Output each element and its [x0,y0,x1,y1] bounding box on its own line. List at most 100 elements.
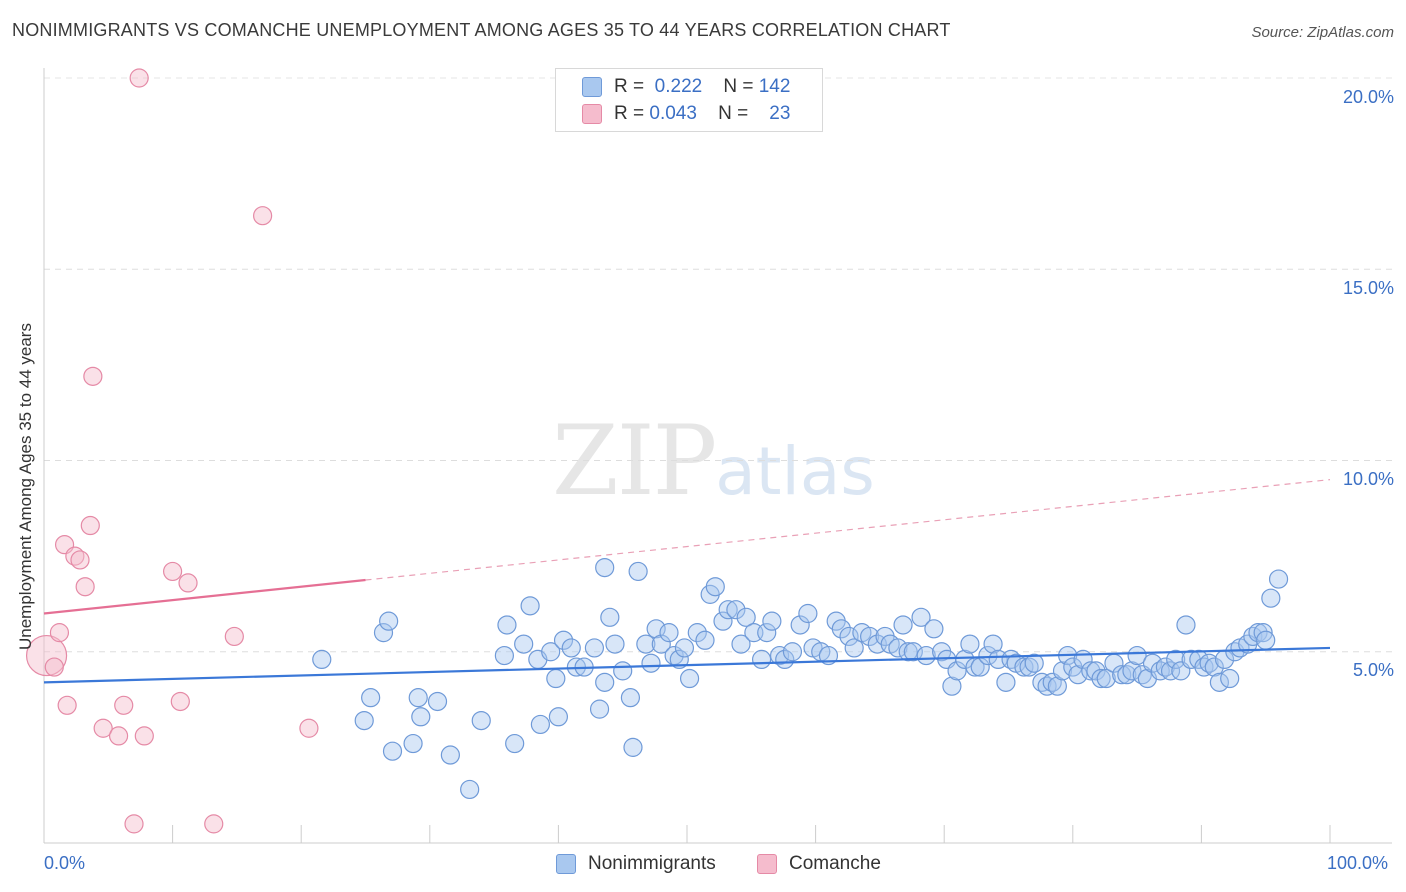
y-tick-label-10: 10.0% [1342,469,1394,489]
point-nonimmigrants [382,741,403,761]
point-nonimmigrants [595,672,615,692]
point-nonimmigrants [548,707,569,727]
bottom-legend-swatch-pink [757,854,777,874]
point-nonimmigrants [888,638,908,658]
point-nonimmigrants [1204,657,1224,677]
point-nonimmigrants [1112,665,1132,685]
point-nonimmigrants [628,561,648,582]
point-nonimmigrants [1194,657,1214,677]
point-nonimmigrants [589,699,610,719]
point-nonimmigrants [1199,653,1219,673]
point-nonimmigrants [514,634,534,654]
point-nonimmigrants [731,634,751,654]
point-nonimmigrants [1220,668,1240,689]
x-tick-label-min: 0.0% [44,853,86,873]
legend-swatch-pink [582,104,602,124]
point-nonimmigrants [996,672,1016,692]
point-nonimmigrants [947,661,967,681]
point-nonimmigrants [600,607,620,627]
bottom-legend-comanche: Comanche [757,852,881,876]
trend-line-nonimmigrants [43,646,1331,684]
point-comanche [25,634,68,677]
point-nonimmigrants [530,714,550,735]
point-comanche [44,657,64,677]
point-comanche [80,515,100,536]
point-nonimmigrants [1014,657,1034,677]
point-nonimmigrants [312,649,332,670]
point-nonimmigrants [620,688,641,708]
point-nonimmigrants [1068,665,1088,685]
point-nonimmigrants [726,600,746,620]
point-comanche [253,206,273,226]
chart-title: NONIMMIGRANTS VS COMANCHE UNEMPLOYMENT A… [12,20,951,40]
point-nonimmigrants [361,688,381,708]
point-nonimmigrants [751,649,772,670]
point-nonimmigrants [440,745,460,765]
point-nonimmigrants [379,611,399,631]
point-nonimmigrants [942,676,962,696]
bottom-legend-label-comanche: Comanche [789,853,881,874]
point-nonimmigrants [911,607,931,627]
point-comanche [124,814,144,834]
point-nonimmigrants [373,623,394,643]
point-comanche [108,726,129,746]
point-nonimmigrants [955,649,975,670]
point-nonimmigrants [687,623,707,643]
source-credit: Source: ZipAtlas.com [1251,24,1394,41]
point-nonimmigrants [1019,657,1039,677]
point-comanche [204,814,224,834]
point-nonimmigrants [898,642,918,662]
point-nonimmigrants [1096,668,1116,689]
point-nonimmigrants [651,634,671,654]
point-nonimmigrants [427,691,448,712]
point-nonimmigrants [623,737,643,757]
legend-r-value: 0.043 [649,103,697,124]
point-nonimmigrants [775,649,795,670]
point-nonimmigrants [1091,668,1111,689]
point-comanche [178,573,198,593]
point-nonimmigrants [769,645,790,666]
bottom-legend-nonimmigrants: Nonimmigrants [556,852,716,876]
point-nonimmigrants [695,630,715,650]
point-nonimmigrants [916,645,936,666]
point-nonimmigrants [553,630,574,650]
point-comanche [134,726,154,746]
point-comanche [129,68,149,88]
point-comanche [65,546,85,566]
point-nonimmigrants [713,611,733,631]
point-comanche [49,623,70,643]
legend-n-label: N = [723,76,754,97]
point-nonimmigrants [960,634,980,654]
point-nonimmigrants [497,615,517,635]
point-nonimmigrants [1261,588,1281,608]
point-nonimmigrants [669,649,689,670]
point-nonimmigrants [1122,661,1142,681]
bottom-legend-swatch-blue [556,854,576,874]
point-comanche [93,718,113,738]
point-comanche [83,366,103,386]
legend-r-label: R = [614,76,645,97]
point-nonimmigrants [736,607,756,627]
y-tick-label-5: 5.0% [1352,660,1394,680]
point-nonimmigrants [718,600,738,620]
trend-line-comanche-dashed [365,479,1331,581]
point-nonimmigrants [1142,653,1163,673]
point-comanche [224,626,244,647]
legend-r-label: R = [614,103,645,124]
point-comanche [299,718,319,738]
y-tick-label-15: 15.0% [1342,278,1394,298]
trend-line-comanche-solid [43,578,366,615]
point-nonimmigrants [1032,672,1052,692]
point-comanche [70,550,90,570]
point-comanche [170,691,190,712]
point-nonimmigrants [659,623,679,643]
point-nonimmigrants [818,645,839,666]
watermark-zip: ZIP [552,405,717,517]
point-nonimmigrants [541,642,561,662]
point-nonimmigrants [1166,649,1186,670]
point-comanche [75,577,95,597]
point-nonimmigrants [1248,623,1268,643]
point-nonimmigrants [1117,665,1137,685]
point-nonimmigrants [790,615,810,635]
